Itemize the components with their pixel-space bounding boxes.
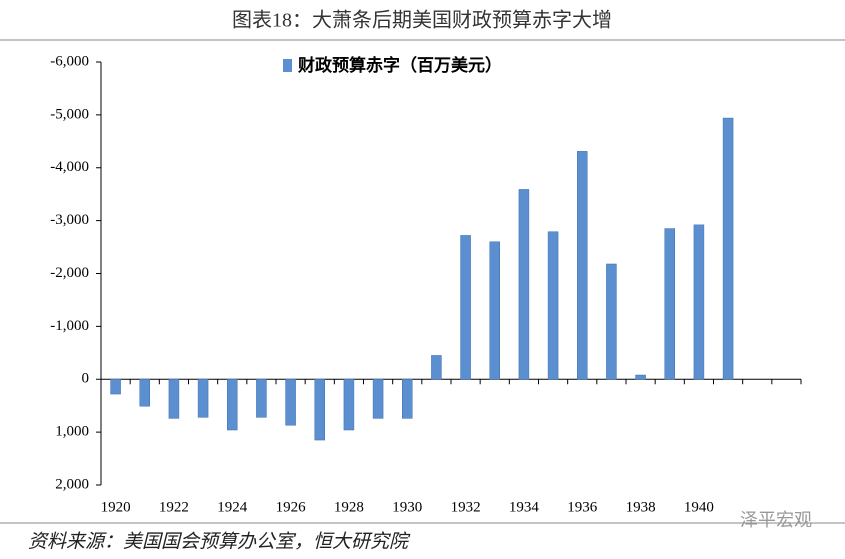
bar [664,228,675,380]
bar [343,379,355,431]
x-tick-label: 1940 [684,499,714,515]
chart-title: 图表18：大萧条后期美国财政预算赤字大增 [232,9,612,32]
bar [402,379,413,419]
legend-swatch [283,59,292,72]
bar [168,379,180,419]
y-tick-label: -4,000 [50,159,89,175]
x-tick-label: 1938 [626,499,656,515]
bar [547,231,559,380]
bar [489,241,500,380]
bar [256,379,267,418]
bar [518,189,530,380]
bar [693,224,705,380]
bar [110,379,121,395]
watermark: 泽平宏观 [740,510,812,531]
bar [314,379,325,441]
bar [285,379,296,426]
x-tick-label: 1930 [392,499,422,515]
bar [606,263,617,380]
bar [635,374,646,380]
y-tick-label: -2,000 [50,265,89,281]
legend-label: 财政预算赤字（百万美元） [297,55,502,76]
x-tick-label: 1924 [217,499,248,515]
x-tick-label: 1926 [276,499,307,515]
bar [460,235,471,380]
y-tick-label: -6,000 [50,53,89,69]
x-tick-label: 1922 [159,499,189,515]
x-tick-label: 1920 [101,499,131,515]
source: 资料来源：美国国会预算办公室，恒大研究院 [28,530,411,552]
y-tick-label: 2,000 [55,476,89,492]
bar [197,379,209,418]
y-tick-label: -3,000 [50,212,89,228]
bar [577,151,588,380]
bar [372,379,384,419]
bar [431,355,442,380]
bar [227,379,238,431]
x-tick-label: 1936 [567,499,598,515]
x-tick-label: 1928 [334,499,364,515]
bar [139,379,150,407]
y-tick-label: 1,000 [55,424,89,440]
x-tick-label: 1932 [451,499,481,515]
x-tick-label: 1934 [509,499,540,515]
bar [722,117,734,380]
y-tick-label: -5,000 [50,106,89,122]
y-tick-label: -1,000 [50,318,89,334]
y-tick-label: 0 [82,371,90,387]
